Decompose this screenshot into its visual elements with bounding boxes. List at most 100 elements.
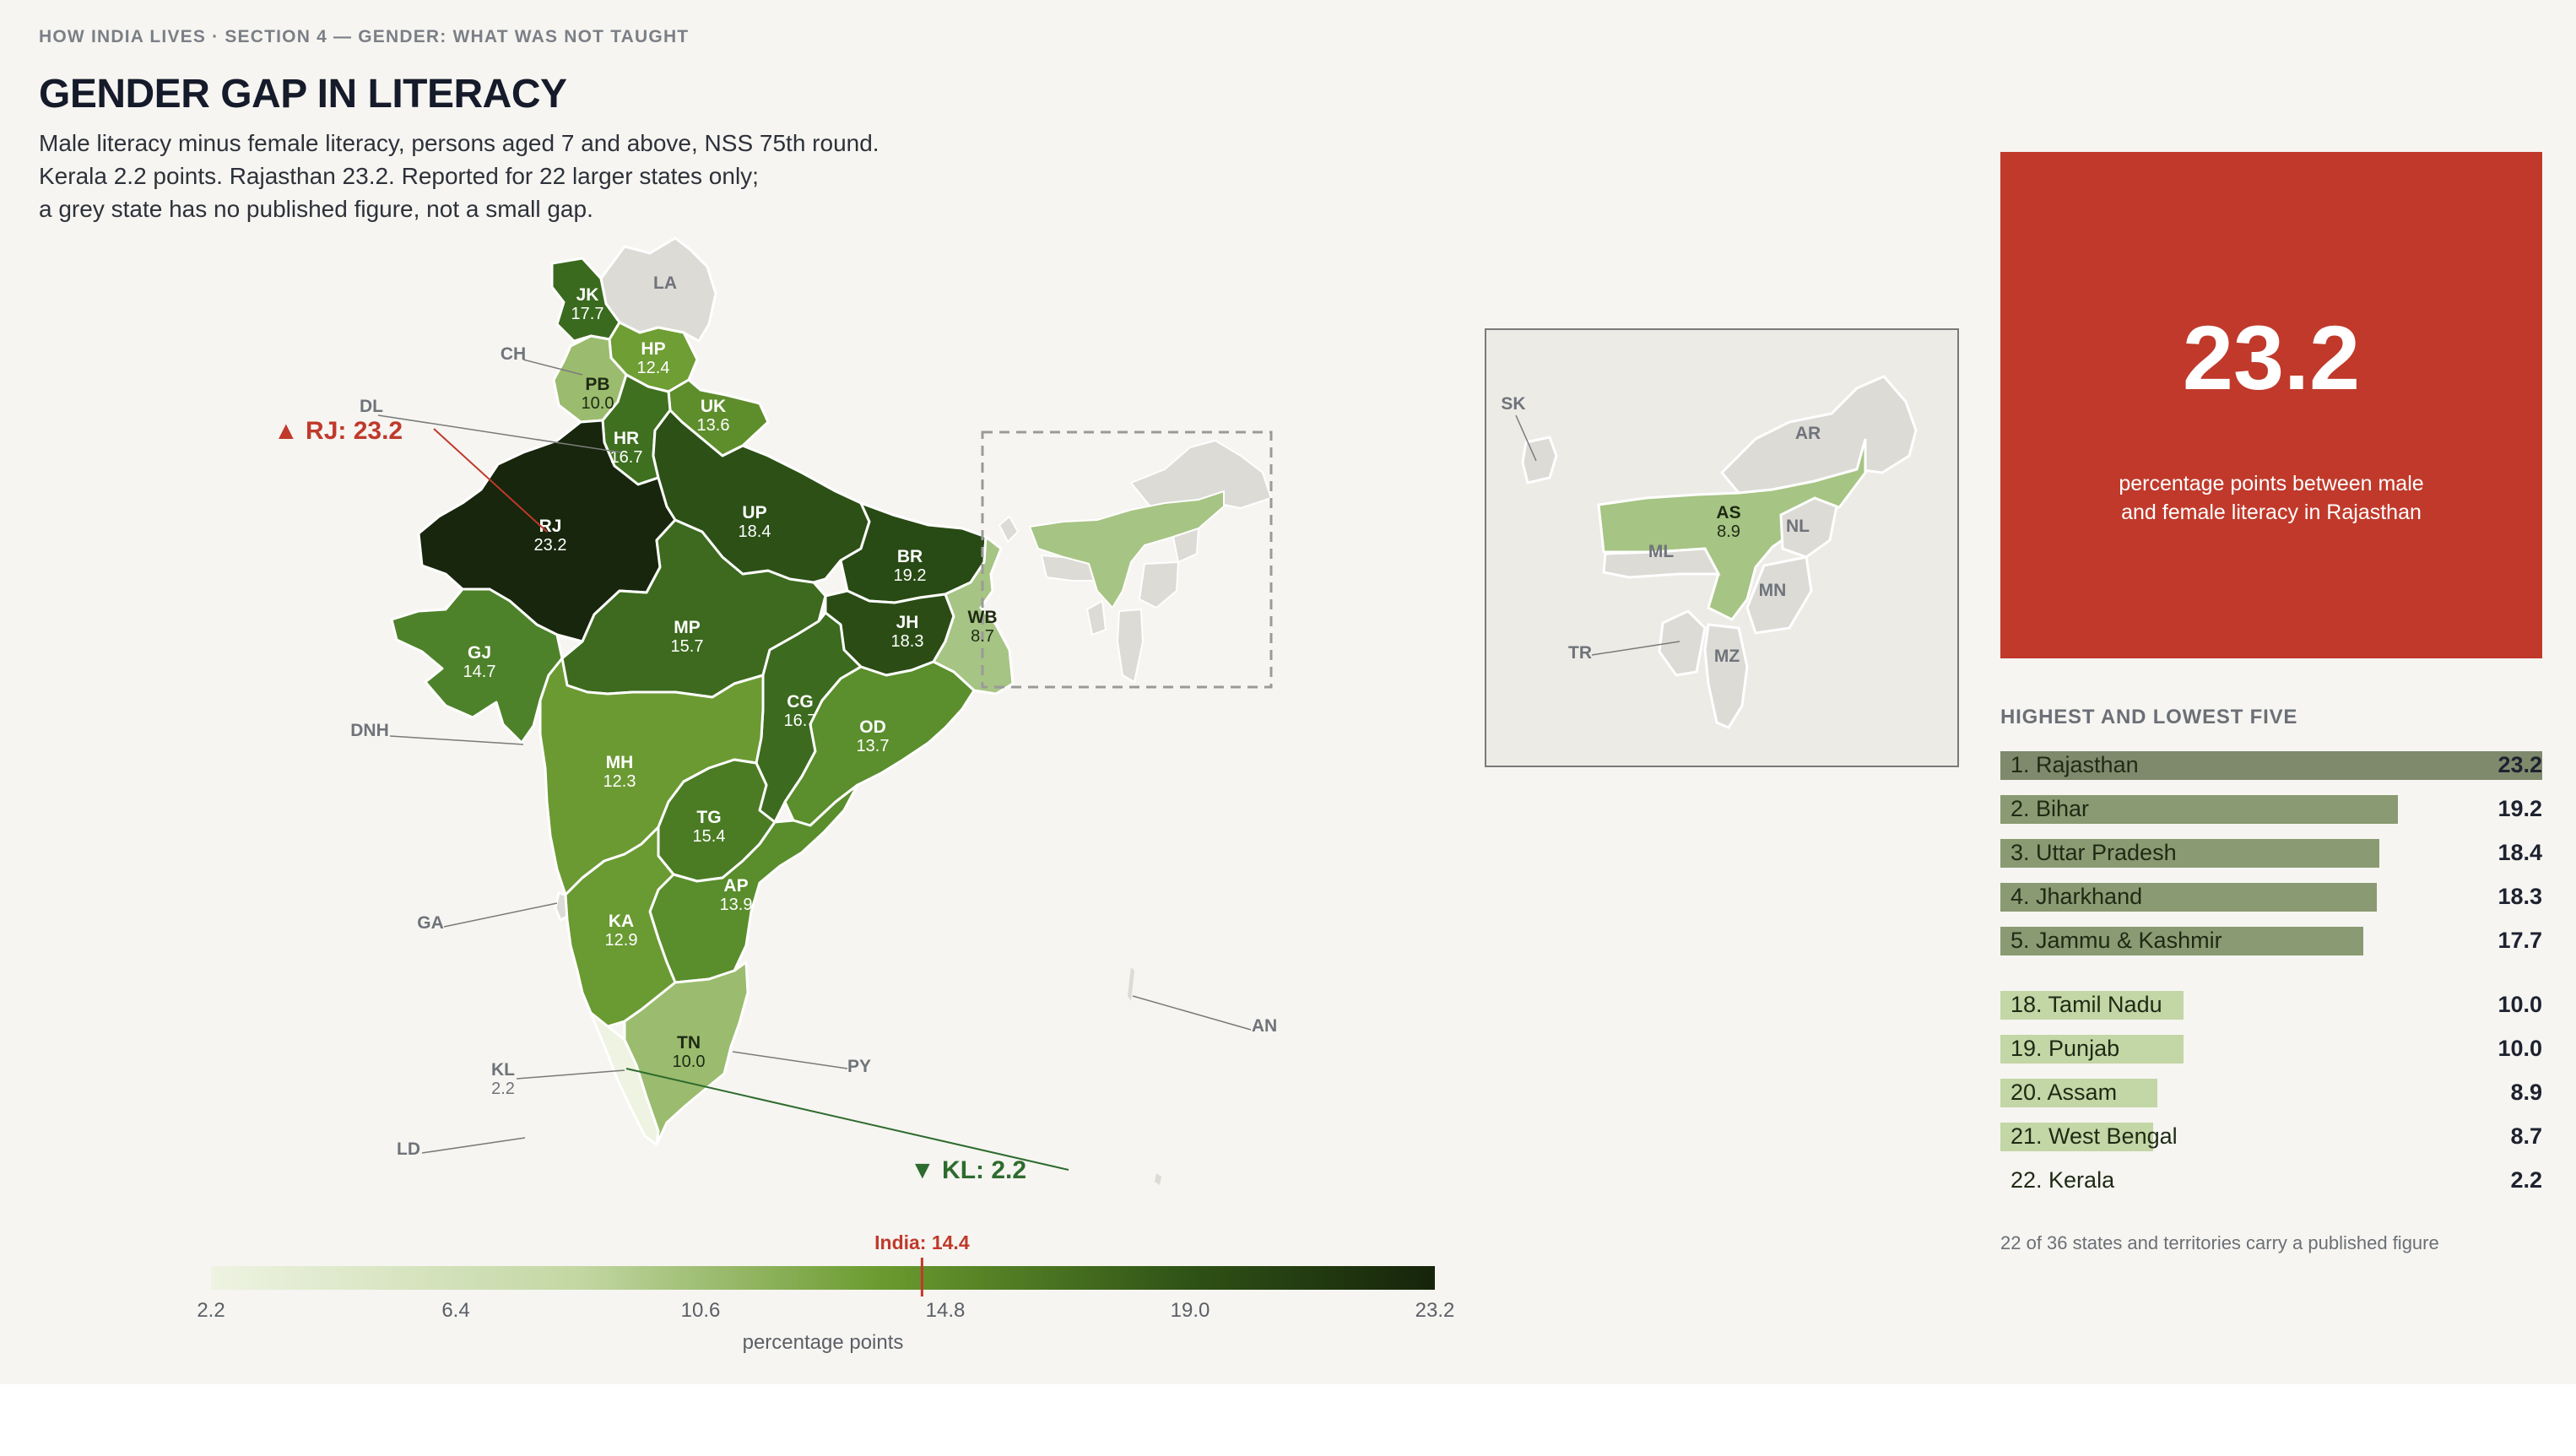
legend-tick: 19.0 bbox=[1171, 1299, 1210, 1322]
label-an: AN bbox=[1252, 1016, 1277, 1036]
label-dnh: DNH bbox=[350, 721, 389, 740]
ranking-value: 2.2 bbox=[2510, 1167, 2542, 1193]
label-pb: PB bbox=[585, 375, 609, 394]
value-as: 8.9 bbox=[1717, 522, 1740, 541]
inset-nl[interactable] bbox=[1779, 496, 1838, 559]
ne-mini-ml bbox=[1040, 554, 1096, 582]
ranking-bar bbox=[2000, 927, 2363, 955]
inset-sk[interactable] bbox=[1521, 436, 1558, 484]
label-la: LA bbox=[653, 273, 677, 293]
ranking-bar bbox=[2000, 795, 2398, 824]
ranking-value: 10.0 bbox=[2498, 1036, 2542, 1061]
ranking-state-name: 18. Tamil Nadu bbox=[2010, 992, 2162, 1017]
subtitle: Male literacy minus female literacy, per… bbox=[39, 127, 967, 225]
ranking-state-name: 19. Punjab bbox=[2010, 1036, 2120, 1061]
state-od[interactable] bbox=[783, 660, 976, 827]
island-an-2 bbox=[1155, 1173, 1161, 1185]
ranking-heading: HIGHEST AND LOWEST FIVE bbox=[2000, 706, 2298, 728]
label-br: BR bbox=[897, 547, 923, 566]
ranking-row: 3. Uttar Pradesh 18.4 bbox=[2000, 837, 2542, 868]
ranking-bar bbox=[2000, 839, 2379, 868]
value-kl: 2.2 bbox=[491, 1080, 515, 1098]
highlight-caption: percentage points between male and femal… bbox=[2119, 472, 2424, 524]
state-gj[interactable] bbox=[390, 587, 564, 744]
ranking-state-name: 20. Assam bbox=[2010, 1080, 2118, 1105]
ranking-value: 18.4 bbox=[2498, 840, 2542, 865]
leader-lines bbox=[377, 359, 1252, 1154]
value-cg: 16.7 bbox=[784, 712, 817, 730]
section-kicker: HOW INDIA LIVES · SECTION 4 — GENDER: WH… bbox=[39, 27, 690, 46]
inset-marker-box bbox=[981, 430, 1273, 689]
state-wb[interactable] bbox=[932, 535, 1015, 696]
ranking-row: 4. Jharkhand 18.3 bbox=[2000, 881, 2542, 912]
value-gj: 14.7 bbox=[463, 663, 496, 681]
ne-mini-mn bbox=[1138, 560, 1180, 609]
ranking-value: 18.3 bbox=[2498, 884, 2542, 909]
label-jk: JK bbox=[576, 285, 599, 305]
india-average-label: India: 14.4 bbox=[874, 1231, 970, 1253]
ranking-bar bbox=[2000, 883, 2377, 912]
inset-mz[interactable] bbox=[1703, 623, 1749, 729]
ranking-value: 17.7 bbox=[2498, 928, 2542, 953]
ranking-value: 23.2 bbox=[2498, 752, 2542, 777]
label-mz: MZ bbox=[1714, 647, 1740, 666]
ranking-state-name: 2. Bihar bbox=[2010, 796, 2090, 821]
value-ap: 13.9 bbox=[720, 896, 753, 914]
subtitle-line: Kerala 2.2 points. Rajasthan 23.2. Repor… bbox=[39, 163, 759, 189]
label-dl: DL bbox=[360, 397, 383, 416]
inset-ml[interactable] bbox=[1602, 547, 1721, 579]
label-gj: GJ bbox=[468, 643, 491, 663]
label-sk: SK bbox=[1501, 394, 1525, 414]
ranking-bar bbox=[2000, 1035, 2184, 1064]
value-tg: 15.4 bbox=[693, 827, 726, 846]
footnote: 22 of 36 states and territories carry a … bbox=[2000, 1232, 2439, 1253]
leader-py bbox=[732, 1051, 848, 1069]
ranking-state-name: 22. Kerala bbox=[2010, 1167, 2115, 1193]
ranking-bar bbox=[2000, 1079, 2157, 1107]
ranking-row: 22. Kerala 2.2 bbox=[2000, 1165, 2542, 1195]
label-ml: ML bbox=[1648, 542, 1674, 561]
label-tn: TN bbox=[677, 1033, 701, 1053]
ranking-state-name: 3. Uttar Pradesh bbox=[2010, 840, 2177, 865]
value-mh: 12.3 bbox=[603, 772, 636, 791]
ranking-row: 18. Tamil Nadu 10.0 bbox=[2000, 989, 2542, 1020]
label-uk: UK bbox=[701, 397, 726, 416]
value-od: 13.7 bbox=[857, 737, 890, 755]
label-hp: HP bbox=[641, 339, 665, 359]
value-jk: 17.7 bbox=[571, 305, 604, 323]
value-pb: 10.0 bbox=[582, 394, 614, 413]
label-py: PY bbox=[847, 1057, 871, 1076]
label-kl: KL bbox=[491, 1060, 515, 1080]
inset-tr[interactable] bbox=[1658, 609, 1707, 677]
ranking-row: 21. West Bengal 8.7 bbox=[2000, 1121, 2542, 1151]
subtitle-line: a grey state has no published figure, no… bbox=[39, 196, 593, 222]
state-ka[interactable] bbox=[564, 825, 677, 1028]
label-ld: LD bbox=[397, 1139, 420, 1159]
leader-ld bbox=[421, 1137, 526, 1154]
ranking-row: 20. Assam 8.9 bbox=[2000, 1077, 2542, 1107]
page-title: GENDER GAP IN LITERACY bbox=[39, 72, 567, 116]
label-tr: TR bbox=[1568, 643, 1592, 663]
ne-mini-nl bbox=[1172, 527, 1200, 564]
legend-axis-label: percentage points bbox=[743, 1331, 904, 1354]
leader-tr bbox=[1591, 641, 1680, 656]
ranking-value: 19.2 bbox=[2498, 796, 2542, 821]
legend-tick: 14.8 bbox=[926, 1299, 966, 1322]
label-rj: RJ bbox=[539, 517, 562, 536]
legend-gradient-bar bbox=[211, 1266, 1435, 1290]
ranking-row: 19. Punjab 10.0 bbox=[2000, 1033, 2542, 1064]
ranking-state-name: 1. Rajasthan bbox=[2010, 752, 2139, 777]
value-uk: 13.6 bbox=[697, 416, 730, 435]
highlight-value: 23.2 bbox=[2182, 306, 2361, 409]
ranking-value: 8.7 bbox=[2510, 1123, 2542, 1149]
label-hr: HR bbox=[614, 429, 639, 448]
ranking-row: 2. Bihar 19.2 bbox=[2000, 793, 2542, 824]
state-tn[interactable] bbox=[623, 961, 750, 1146]
ranking-state-name: 21. West Bengal bbox=[2010, 1123, 2178, 1149]
ranking-row: 5. Jammu & Kashmir 17.7 bbox=[2000, 925, 2542, 955]
label-ap: AP bbox=[723, 876, 748, 896]
ranking-value: 8.9 bbox=[2510, 1080, 2542, 1105]
value-hr: 16.7 bbox=[610, 448, 643, 467]
label-nl: NL bbox=[1786, 517, 1810, 536]
inset-mn[interactable] bbox=[1745, 555, 1813, 635]
